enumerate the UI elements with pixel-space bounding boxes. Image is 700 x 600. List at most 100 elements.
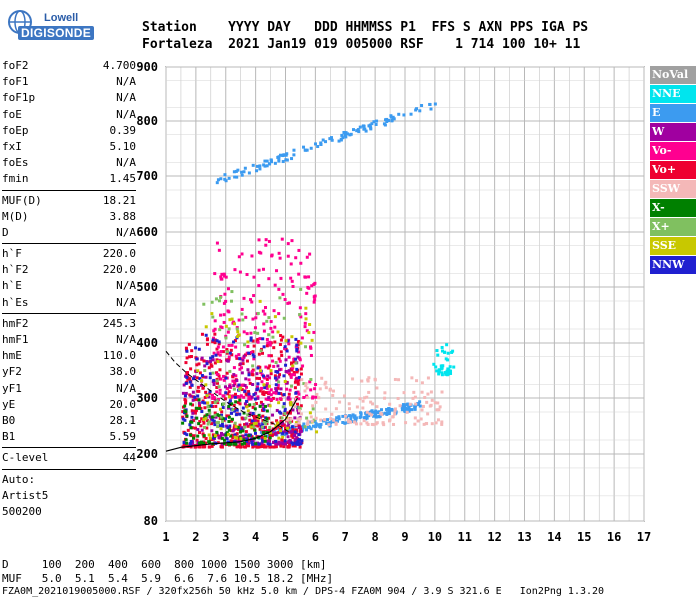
data-point	[235, 408, 239, 412]
data-point	[219, 350, 223, 354]
data-point	[308, 380, 312, 384]
data-point	[283, 407, 287, 411]
data-point	[284, 370, 288, 374]
model-curve	[165, 350, 289, 433]
data-point	[318, 387, 322, 391]
data-point	[289, 276, 293, 280]
data-point	[184, 412, 188, 416]
data-point	[238, 412, 242, 416]
data-point	[286, 242, 290, 246]
data-point	[297, 433, 301, 437]
data-point	[212, 383, 216, 387]
data-point	[310, 338, 314, 342]
data-point	[446, 351, 450, 355]
data-point	[250, 435, 254, 439]
data-point	[238, 423, 242, 427]
data-point	[305, 255, 309, 259]
data-point	[239, 430, 243, 434]
data-point	[216, 381, 220, 385]
data-point	[232, 366, 236, 370]
param-row: B1 5.59	[2, 429, 136, 445]
data-point	[304, 306, 308, 310]
data-point	[323, 382, 327, 386]
data-point	[339, 138, 343, 142]
data-point	[205, 418, 209, 422]
data-point	[287, 355, 291, 359]
data-point	[258, 167, 262, 171]
data-point	[215, 379, 219, 383]
data-point	[310, 284, 314, 288]
data-point	[265, 382, 269, 386]
data-point	[311, 407, 315, 411]
data-point	[393, 377, 397, 381]
data-point	[229, 439, 233, 443]
data-point	[231, 375, 235, 379]
data-point	[185, 375, 189, 379]
param-label: fxI	[2, 139, 22, 153]
data-point	[290, 279, 294, 283]
data-point	[279, 392, 283, 396]
data-point	[239, 386, 243, 390]
data-point	[242, 395, 246, 399]
data-point	[296, 355, 300, 359]
data-point	[280, 424, 284, 428]
data-point	[184, 381, 188, 385]
data-point	[245, 399, 249, 403]
data-point	[336, 419, 340, 423]
data-point	[268, 436, 272, 440]
data-point	[253, 407, 257, 411]
data-point	[298, 356, 302, 360]
data-point	[279, 387, 283, 391]
data-point	[429, 390, 433, 394]
data-point	[185, 414, 189, 418]
data-point	[226, 330, 230, 334]
data-point	[448, 365, 452, 369]
data-point	[271, 330, 275, 334]
data-point	[269, 354, 273, 358]
data-point	[247, 373, 251, 377]
data-point	[294, 345, 298, 349]
param-row: foEs N/A	[2, 155, 136, 171]
data-point	[370, 422, 374, 426]
data-point	[278, 296, 282, 300]
data-point	[374, 122, 378, 126]
data-point	[220, 277, 224, 281]
data-point	[305, 291, 309, 295]
data-point	[208, 436, 212, 440]
data-point	[285, 418, 289, 422]
y-tick-label: 500	[136, 280, 158, 294]
data-point	[248, 418, 252, 422]
data-point	[369, 410, 373, 414]
data-point	[224, 299, 228, 303]
x-tick-label: 8	[372, 530, 379, 544]
data-point	[334, 407, 338, 411]
data-point	[213, 327, 217, 331]
data-point	[325, 421, 329, 425]
data-point	[199, 440, 203, 444]
data-point	[221, 350, 225, 354]
data-point	[242, 330, 246, 334]
data-point	[272, 391, 276, 395]
data-point	[409, 112, 413, 116]
data-point	[314, 416, 318, 420]
data-point	[203, 401, 207, 405]
data-point	[267, 277, 271, 281]
data-point	[407, 406, 411, 410]
data-point	[257, 413, 261, 417]
data-point	[185, 349, 189, 353]
data-point	[273, 340, 277, 344]
data-point	[313, 298, 317, 302]
digisonde-logo: Lowell DIGISONDE	[6, 4, 95, 44]
data-point	[251, 411, 255, 415]
data-point	[205, 362, 209, 366]
data-point	[183, 431, 187, 435]
data-point	[246, 409, 250, 413]
data-point	[291, 435, 295, 439]
data-point	[225, 371, 229, 375]
data-point	[251, 373, 255, 377]
data-point	[241, 358, 245, 362]
data-point	[191, 411, 195, 415]
data-point	[238, 402, 242, 406]
data-point	[212, 329, 216, 333]
data-point	[197, 445, 201, 449]
